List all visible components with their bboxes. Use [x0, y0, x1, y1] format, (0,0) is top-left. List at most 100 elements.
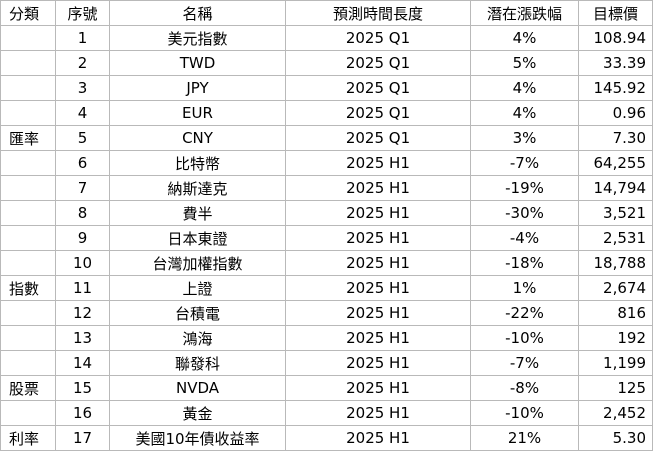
- cell-name: TWD: [109, 50, 286, 76]
- cell-index: 7: [55, 175, 110, 201]
- cell-potential: 21%: [470, 425, 579, 451]
- cell-period: 2025 H1: [285, 275, 471, 301]
- cell-category: 指數: [0, 275, 56, 301]
- cell-category: [0, 300, 56, 326]
- cell-period: 2025 Q1: [285, 50, 471, 76]
- cell-period: 2025 H1: [285, 300, 471, 326]
- cell-potential: -7%: [470, 150, 579, 176]
- cell-target: 14,794: [578, 175, 653, 201]
- header-category: 分類: [0, 0, 56, 26]
- cell-period: 2025 Q1: [285, 75, 471, 101]
- cell-category: [0, 100, 56, 126]
- cell-category: [0, 350, 56, 376]
- cell-name: 台積電: [109, 300, 286, 326]
- cell-period: 2025 H1: [285, 375, 471, 401]
- cell-target: 1,199: [578, 350, 653, 376]
- cell-potential: 1%: [470, 275, 579, 301]
- cell-category: [0, 250, 56, 276]
- cell-period: 2025 H1: [285, 350, 471, 376]
- header-potential: 潛在漲跌幅: [470, 0, 579, 26]
- table-row: 10 台灣加權指數 2025 H1 -18% 18,788: [0, 250, 653, 276]
- cell-period: 2025 Q1: [285, 25, 471, 51]
- table-row: 9 日本東證 2025 H1 -4% 2,531: [0, 225, 653, 251]
- table-row: 利率 17 美國10年債收益率 2025 H1 21% 5.30: [0, 425, 653, 451]
- table-row: 3 JPY 2025 Q1 4% 145.92: [0, 75, 653, 101]
- cell-category: [0, 325, 56, 351]
- table-row: 7 納斯達克 2025 H1 -19% 14,794: [0, 175, 653, 201]
- table-row: 6 比特幣 2025 H1 -7% 64,255: [0, 150, 653, 176]
- cell-category: [0, 400, 56, 426]
- cell-category: [0, 200, 56, 226]
- cell-potential: -18%: [470, 250, 579, 276]
- cell-name: 美元指數: [109, 25, 286, 51]
- cell-name: 聯發科: [109, 350, 286, 376]
- table-row: 16 黃金 2025 H1 -10% 2,452: [0, 400, 653, 426]
- cell-name: 台灣加權指數: [109, 250, 286, 276]
- cell-index: 15: [55, 375, 110, 401]
- cell-target: 64,255: [578, 150, 653, 176]
- table-row: 匯率 5 CNY 2025 Q1 3% 7.30: [0, 125, 653, 151]
- cell-name: JPY: [109, 75, 286, 101]
- cell-target: 2,531: [578, 225, 653, 251]
- cell-name: 納斯達克: [109, 175, 286, 201]
- cell-index: 2: [55, 50, 110, 76]
- cell-index: 16: [55, 400, 110, 426]
- cell-category: [0, 150, 56, 176]
- cell-potential: -8%: [470, 375, 579, 401]
- cell-index: 4: [55, 100, 110, 126]
- cell-potential: -7%: [470, 350, 579, 376]
- header-target: 目標價: [578, 0, 653, 26]
- cell-name: NVDA: [109, 375, 286, 401]
- table-row: 股票 15 NVDA 2025 H1 -8% 125: [0, 375, 653, 401]
- cell-period: 2025 H1: [285, 400, 471, 426]
- cell-category: 利率: [0, 425, 56, 451]
- cell-name: 費半: [109, 200, 286, 226]
- cell-index: 1: [55, 25, 110, 51]
- cell-category: 股票: [0, 375, 56, 401]
- cell-target: 5.30: [578, 425, 653, 451]
- cell-potential: -22%: [470, 300, 579, 326]
- header-period: 預測時間長度: [285, 0, 471, 26]
- cell-target: 2,674: [578, 275, 653, 301]
- cell-potential: 3%: [470, 125, 579, 151]
- cell-target: 33.39: [578, 50, 653, 76]
- cell-index: 12: [55, 300, 110, 326]
- cell-target: 18,788: [578, 250, 653, 276]
- cell-name: EUR: [109, 100, 286, 126]
- table-row: 2 TWD 2025 Q1 5% 33.39: [0, 50, 653, 76]
- cell-category: 匯率: [0, 125, 56, 151]
- table-row: 14 聯發科 2025 H1 -7% 1,199: [0, 350, 653, 376]
- cell-period: 2025 H1: [285, 325, 471, 351]
- cell-target: 108.94: [578, 25, 653, 51]
- cell-potential: -10%: [470, 325, 579, 351]
- cell-potential: 4%: [470, 25, 579, 51]
- cell-index: 17: [55, 425, 110, 451]
- cell-category: [0, 25, 56, 51]
- table-row: 4 EUR 2025 Q1 4% 0.96: [0, 100, 653, 126]
- header-name: 名稱: [109, 0, 286, 26]
- cell-index: 10: [55, 250, 110, 276]
- cell-potential: -19%: [470, 175, 579, 201]
- table-row: 1 美元指數 2025 Q1 4% 108.94: [0, 25, 653, 51]
- cell-potential: -10%: [470, 400, 579, 426]
- cell-target: 125: [578, 375, 653, 401]
- cell-period: 2025 Q1: [285, 100, 471, 126]
- cell-target: 2,452: [578, 400, 653, 426]
- cell-potential: 4%: [470, 100, 579, 126]
- header-row: 分類 序號 名稱 預測時間長度 潛在漲跌幅 目標價: [0, 0, 653, 26]
- cell-name: 鴻海: [109, 325, 286, 351]
- cell-period: 2025 H1: [285, 250, 471, 276]
- cell-name: 上證: [109, 275, 286, 301]
- cell-index: 8: [55, 200, 110, 226]
- cell-period: 2025 Q1: [285, 125, 471, 151]
- cell-name: 比特幣: [109, 150, 286, 176]
- cell-name: CNY: [109, 125, 286, 151]
- cell-target: 192: [578, 325, 653, 351]
- cell-index: 3: [55, 75, 110, 101]
- cell-category: [0, 225, 56, 251]
- table-row: 指數 11 上證 2025 H1 1% 2,674: [0, 275, 653, 301]
- cell-potential: 5%: [470, 50, 579, 76]
- cell-category: [0, 50, 56, 76]
- cell-period: 2025 H1: [285, 200, 471, 226]
